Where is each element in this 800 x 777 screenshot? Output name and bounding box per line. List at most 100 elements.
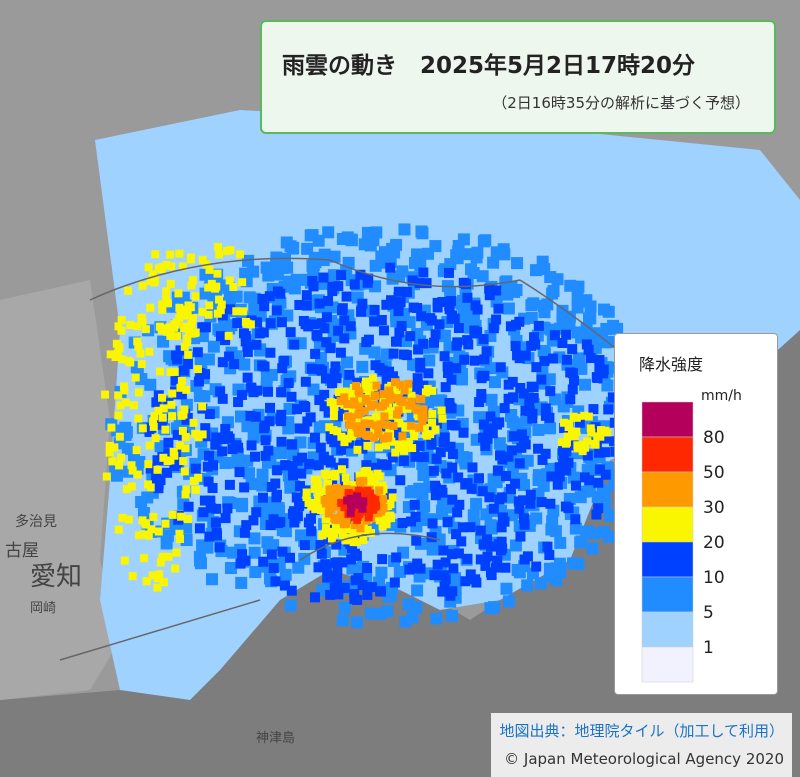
rain-cell [462, 553, 473, 564]
rain-cell [506, 467, 519, 480]
rain-cell [349, 404, 358, 413]
rain-cell [418, 500, 431, 513]
rain-cell [438, 414, 447, 423]
rain-cell [383, 514, 392, 523]
rain-cell [554, 536, 567, 549]
rain-cell [580, 322, 593, 335]
rain-cell [184, 515, 193, 524]
rain-cell [533, 443, 544, 454]
rain-cell [545, 386, 556, 397]
rain-cell [188, 314, 197, 323]
rain-cell [515, 382, 526, 393]
rain-cell [339, 489, 348, 498]
rain-cell [175, 529, 184, 538]
rain-cell [331, 539, 342, 550]
rain-cell [527, 408, 538, 419]
rain-cell [401, 439, 410, 448]
rain-cell [459, 354, 470, 365]
rain-cell [356, 306, 367, 317]
rain-cell [200, 423, 211, 434]
rain-cell [169, 447, 178, 456]
rain-cell [181, 490, 190, 499]
rain-cell [111, 353, 120, 362]
rain-cell [153, 574, 162, 583]
rain-cell [600, 469, 611, 480]
legend-swatch [641, 471, 694, 508]
rain-cell [438, 545, 449, 556]
rain-cell [502, 302, 515, 315]
rain-cell [370, 502, 379, 511]
rain-cell [166, 331, 175, 340]
rain-cell [166, 456, 175, 465]
rain-cell [508, 392, 519, 403]
rain-cell [141, 520, 150, 529]
rain-cell [458, 427, 469, 438]
rain-cell [415, 225, 428, 238]
rain-cell [102, 472, 111, 481]
rain-cell [361, 337, 372, 348]
legend-swatch [641, 506, 694, 543]
rain-cell [574, 491, 587, 504]
rain-cell [353, 573, 364, 584]
rain-cell [132, 446, 141, 455]
rain-cell [485, 411, 496, 422]
rain-cell [352, 422, 361, 431]
rain-cell [213, 309, 222, 318]
rain-cell [203, 476, 214, 487]
rain-cell [563, 457, 574, 468]
rain-cell [138, 516, 147, 525]
rain-cell [286, 585, 297, 596]
rain-cell [325, 527, 334, 536]
rain-cell [118, 355, 127, 364]
rain-cell [264, 416, 275, 427]
rain-cell [204, 409, 215, 420]
rain-cell [381, 399, 390, 408]
rain-cell [326, 398, 335, 407]
rain-cell [573, 441, 582, 450]
rain-cell [114, 322, 123, 331]
rain-cell [436, 507, 449, 520]
rain-cell [144, 263, 153, 272]
rain-cell [336, 270, 347, 281]
rain-cell [420, 423, 429, 432]
rain-cell [183, 310, 192, 319]
rain-cell [158, 300, 167, 309]
rain-cell [411, 535, 422, 546]
rain-cell [187, 320, 196, 329]
rain-cell [431, 453, 442, 464]
legend-unit: mm/h [701, 388, 742, 404]
rain-cell [151, 397, 162, 408]
rain-cell [506, 416, 519, 429]
rain-cell [579, 378, 592, 391]
rain-cell [391, 448, 400, 457]
rain-cell [421, 388, 430, 397]
rain-cell [480, 560, 491, 571]
rain-cell [602, 305, 615, 318]
rain-cell [410, 432, 419, 441]
rain-cell [362, 589, 373, 600]
rain-cell [379, 390, 388, 399]
rain-cell [407, 397, 416, 406]
rain-cell [482, 534, 493, 545]
rain-cell [283, 275, 296, 288]
rain-cell [367, 529, 376, 538]
rain-cell [232, 318, 243, 329]
rain-cell [325, 506, 334, 515]
rain-cell [151, 250, 160, 259]
rain-cell [352, 381, 361, 390]
rain-cell [328, 486, 337, 495]
rain-cell [391, 552, 402, 563]
rain-cell [175, 535, 184, 544]
rain-cell [256, 468, 269, 481]
rain-cell [115, 461, 124, 470]
rain-cell [399, 349, 410, 360]
rain-cell [284, 599, 297, 612]
rain-cell [138, 317, 147, 326]
rain-cell [500, 562, 511, 573]
rain-cell [526, 340, 537, 351]
rain-cell [378, 325, 389, 336]
rain-cell [484, 283, 495, 294]
rain-cell [118, 513, 127, 522]
rain-cell [471, 577, 482, 588]
rain-cell [329, 582, 340, 593]
